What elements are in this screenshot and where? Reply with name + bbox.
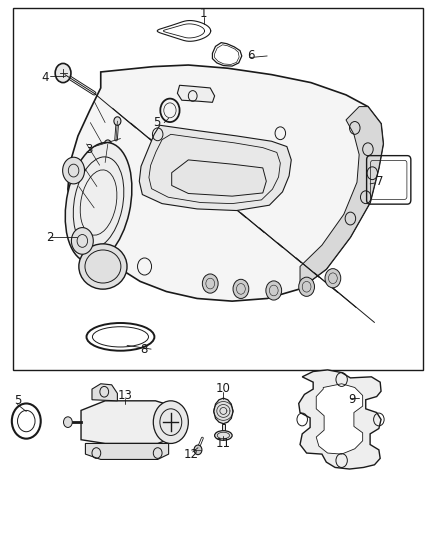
Ellipse shape	[215, 431, 232, 440]
Text: 5: 5	[153, 116, 161, 129]
Text: 12: 12	[184, 448, 199, 461]
Polygon shape	[81, 401, 175, 443]
Text: 10: 10	[216, 382, 231, 394]
Polygon shape	[300, 107, 383, 289]
Polygon shape	[177, 85, 215, 102]
Text: 9: 9	[348, 393, 356, 406]
Circle shape	[104, 140, 111, 149]
Circle shape	[55, 63, 71, 83]
Bar	[13, 8, 423, 370]
Polygon shape	[139, 125, 291, 211]
Ellipse shape	[65, 142, 132, 263]
Polygon shape	[316, 384, 363, 454]
Circle shape	[299, 277, 314, 296]
Text: 2: 2	[46, 231, 53, 244]
Polygon shape	[85, 443, 169, 459]
Text: 13: 13	[117, 389, 132, 402]
Text: 1: 1	[200, 7, 208, 20]
Text: 8: 8	[140, 343, 148, 356]
Text: 7: 7	[376, 175, 383, 188]
Text: 6: 6	[247, 50, 255, 62]
Text: 4: 4	[42, 71, 49, 84]
Text: 11: 11	[216, 437, 231, 450]
Circle shape	[63, 157, 85, 184]
Circle shape	[266, 281, 282, 300]
Polygon shape	[299, 370, 381, 469]
Circle shape	[71, 228, 93, 254]
Polygon shape	[222, 424, 225, 433]
Circle shape	[194, 445, 202, 455]
Ellipse shape	[79, 244, 127, 289]
Circle shape	[202, 274, 218, 293]
Circle shape	[153, 401, 188, 443]
Polygon shape	[172, 160, 266, 196]
Polygon shape	[92, 384, 117, 401]
Text: 5: 5	[14, 394, 21, 407]
Circle shape	[325, 269, 341, 288]
Circle shape	[233, 279, 249, 298]
Circle shape	[64, 417, 72, 427]
Polygon shape	[214, 398, 233, 424]
Text: 3: 3	[85, 143, 93, 156]
Polygon shape	[68, 65, 383, 301]
Circle shape	[114, 117, 121, 125]
